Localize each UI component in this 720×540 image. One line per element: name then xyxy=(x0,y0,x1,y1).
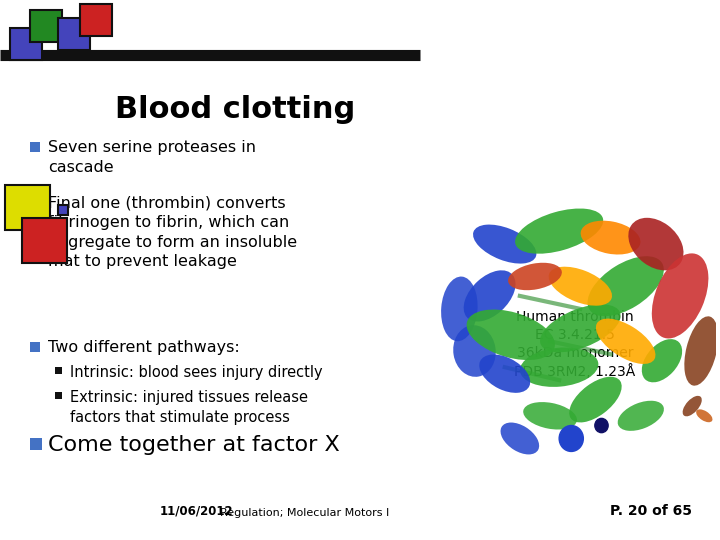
Circle shape xyxy=(559,426,583,451)
Bar xyxy=(58,205,68,215)
Ellipse shape xyxy=(549,267,612,306)
Bar xyxy=(30,342,40,352)
Ellipse shape xyxy=(540,305,621,352)
Text: Extrinsic: injured tissues release
factors that stimulate process: Extrinsic: injured tissues release facto… xyxy=(70,390,308,425)
Text: P. 20 of 65: P. 20 of 65 xyxy=(610,504,692,518)
Ellipse shape xyxy=(523,402,577,429)
Ellipse shape xyxy=(520,347,598,387)
Bar xyxy=(30,10,62,42)
Ellipse shape xyxy=(500,422,539,455)
Text: Regulation; Molecular Motors I: Regulation; Molecular Motors I xyxy=(220,508,390,518)
Text: Intrinsic: blood sees injury directly: Intrinsic: blood sees injury directly xyxy=(70,365,323,380)
Ellipse shape xyxy=(508,263,562,290)
Ellipse shape xyxy=(515,208,603,254)
Ellipse shape xyxy=(588,256,664,316)
Bar xyxy=(55,367,62,374)
Text: Blood clotting: Blood clotting xyxy=(115,95,355,124)
Text: Human thrombin: Human thrombin xyxy=(516,310,634,324)
Ellipse shape xyxy=(684,316,719,386)
Text: Final one (thrombin) converts
fibrinogen to fibrin, which can
aggregate to form : Final one (thrombin) converts fibrinogen… xyxy=(48,195,297,269)
Ellipse shape xyxy=(570,377,621,422)
Ellipse shape xyxy=(453,325,496,377)
Text: Come together at factor X: Come together at factor X xyxy=(48,435,340,455)
Ellipse shape xyxy=(629,218,683,271)
Bar xyxy=(80,4,112,36)
Text: Seven serine proteases in
cascade: Seven serine proteases in cascade xyxy=(48,140,256,175)
Text: 36kDa monomer: 36kDa monomer xyxy=(517,346,634,360)
Ellipse shape xyxy=(696,409,713,422)
Circle shape xyxy=(595,418,608,433)
Ellipse shape xyxy=(467,309,555,360)
Bar xyxy=(30,438,42,450)
Text: EC 3.4.21.5: EC 3.4.21.5 xyxy=(535,328,615,342)
Ellipse shape xyxy=(618,401,664,431)
Ellipse shape xyxy=(473,225,536,264)
Ellipse shape xyxy=(642,339,682,382)
Bar xyxy=(22,218,67,263)
Ellipse shape xyxy=(596,319,655,364)
Bar xyxy=(5,185,50,230)
Text: PDB 3RM2, 1.23Å: PDB 3RM2, 1.23Å xyxy=(514,364,636,379)
Text: Two different pathways:: Two different pathways: xyxy=(48,340,240,355)
Bar xyxy=(58,18,90,50)
Ellipse shape xyxy=(480,355,530,393)
Bar xyxy=(55,392,62,399)
Ellipse shape xyxy=(683,396,702,416)
Bar xyxy=(30,142,40,152)
Ellipse shape xyxy=(652,253,708,339)
Ellipse shape xyxy=(580,221,641,254)
Ellipse shape xyxy=(441,276,477,341)
Bar xyxy=(10,28,42,60)
Text: 11/06/2012: 11/06/2012 xyxy=(160,505,233,518)
Ellipse shape xyxy=(464,271,516,321)
